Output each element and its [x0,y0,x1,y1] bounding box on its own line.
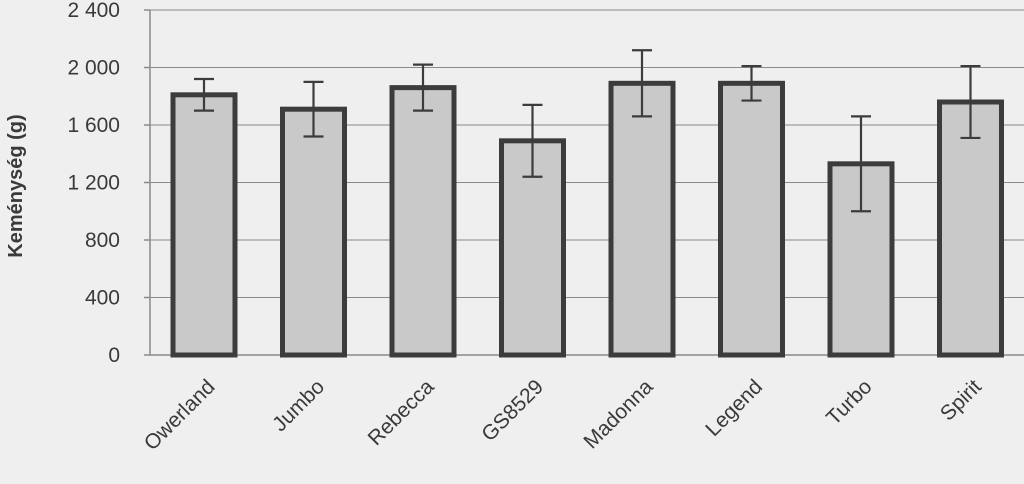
bars-layer [170,80,1004,358]
x-category-label: Madonna [579,375,657,453]
y-axis-title: Keménység (g) [5,114,27,257]
x-category-label: Legend [701,375,767,441]
x-category-labels: Owerland Jumbo Rebecca GS8529 Madonna Legend T… [140,375,986,455]
x-category-label: GS8529 [477,375,548,446]
error-bar-gs8529 [522,103,543,178]
error-bar-spirit [960,64,981,140]
y-tick-label: 800 [85,229,120,252]
x-category-label: Spirit [936,375,986,425]
x-category-label: Turbo [822,375,877,430]
y-tick-label: 1 600 [67,114,120,137]
bar-madonna [608,80,676,358]
error-bar-legend [741,64,762,102]
error-bar-madonna [632,49,652,118]
bar-spirit [937,99,1004,358]
error-bar-rebecca [413,63,433,112]
x-category-label: Rebecca [364,375,439,450]
error-bars-layer [194,49,981,213]
x-category-label: Owerland [140,375,220,455]
y-tick-label: 1 200 [67,172,120,195]
y-tick-label: 2 000 [67,57,120,80]
x-category-label: Jumbo [268,375,329,436]
y-tick-label: 2 400 [67,0,120,22]
bar-jumbo [280,106,347,358]
bar-rebecca [389,85,457,358]
y-tick-label: 400 [85,287,120,310]
error-bar-turbo [851,115,871,213]
error-bar-jumbo [303,80,324,138]
y-tick-labels: 0 400 800 1 200 1 600 2 000 2 400 [67,0,120,367]
bar-legend [718,80,785,358]
bar-owerland [170,92,238,358]
y-tick-label: 0 [108,344,120,367]
error-bar-owerland [194,77,214,112]
